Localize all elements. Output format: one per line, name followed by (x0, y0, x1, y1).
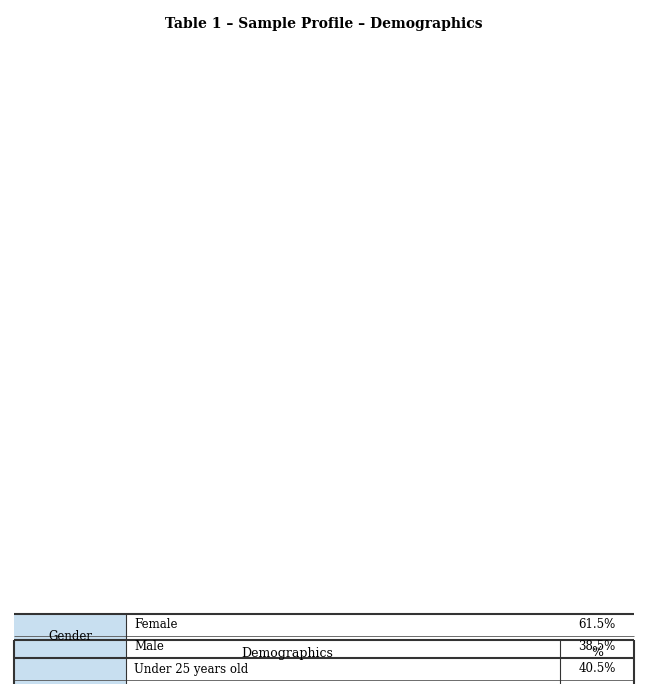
Text: Demographics: Demographics (241, 646, 333, 659)
Bar (560, 636, 634, 658)
Text: Under 25 years old: Under 25 years old (134, 663, 248, 676)
Bar (560, 640, 634, 666)
Bar (126, 614, 560, 636)
Bar (560, 680, 634, 684)
Text: %: % (591, 646, 603, 659)
Bar (126, 658, 560, 680)
Text: Female: Female (134, 618, 178, 631)
Text: Table 1 – Sample Profile – Demographics: Table 1 – Sample Profile – Demographics (165, 17, 483, 31)
Bar (14, 640, 560, 666)
Text: Gender: Gender (48, 629, 92, 642)
Text: 38.5%: 38.5% (579, 640, 616, 653)
Bar (560, 658, 634, 680)
Bar (14, 658, 126, 684)
Bar (126, 636, 560, 658)
Text: 40.5%: 40.5% (578, 663, 616, 676)
Text: Male: Male (134, 640, 164, 653)
Bar (560, 614, 634, 636)
Bar (14, 614, 126, 658)
Text: 61.5%: 61.5% (579, 618, 616, 631)
Bar (126, 680, 560, 684)
